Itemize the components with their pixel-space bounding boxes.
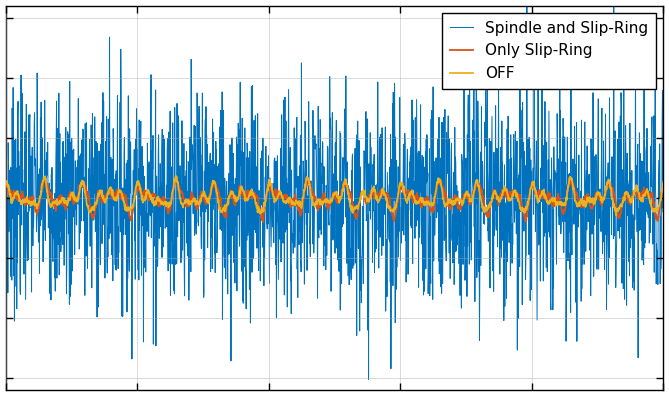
Legend: Spindle and Slip-Ring, Only Slip-Ring, OFF: Spindle and Slip-Ring, Only Slip-Ring, O… — [442, 13, 656, 89]
OFF — [322, 200, 330, 205]
Only Slip-Ring — [259, 220, 267, 225]
OFF — [660, 179, 668, 183]
Spindle and Slip-Ring — [641, 171, 649, 175]
Only Slip-Ring — [304, 182, 312, 187]
Only Slip-Ring — [172, 176, 180, 181]
Spindle and Slip-Ring — [321, 205, 329, 209]
Only Slip-Ring — [641, 190, 649, 194]
Only Slip-Ring — [520, 210, 529, 215]
OFF — [35, 200, 43, 204]
OFF — [612, 213, 620, 217]
OFF — [1, 181, 9, 185]
Only Slip-Ring — [660, 182, 668, 187]
OFF — [641, 191, 649, 196]
Spindle and Slip-Ring — [304, 210, 312, 215]
Only Slip-Ring — [1, 184, 9, 189]
Only Slip-Ring — [322, 200, 330, 204]
OFF — [304, 176, 312, 181]
Spindle and Slip-Ring — [641, 246, 649, 250]
Line: Only Slip-Ring: Only Slip-Ring — [5, 178, 664, 222]
OFF — [520, 206, 528, 211]
Line: OFF: OFF — [5, 176, 664, 215]
Spindle and Slip-Ring — [520, 229, 528, 234]
Only Slip-Ring — [35, 204, 43, 208]
Spindle and Slip-Ring — [660, 207, 668, 212]
Spindle and Slip-Ring — [365, 377, 373, 382]
OFF — [641, 194, 649, 198]
Only Slip-Ring — [641, 188, 649, 193]
Spindle and Slip-Ring — [1, 104, 9, 109]
Spindle and Slip-Ring — [35, 171, 43, 176]
Line: Spindle and Slip-Ring: Spindle and Slip-Ring — [5, 0, 664, 379]
OFF — [172, 173, 180, 178]
